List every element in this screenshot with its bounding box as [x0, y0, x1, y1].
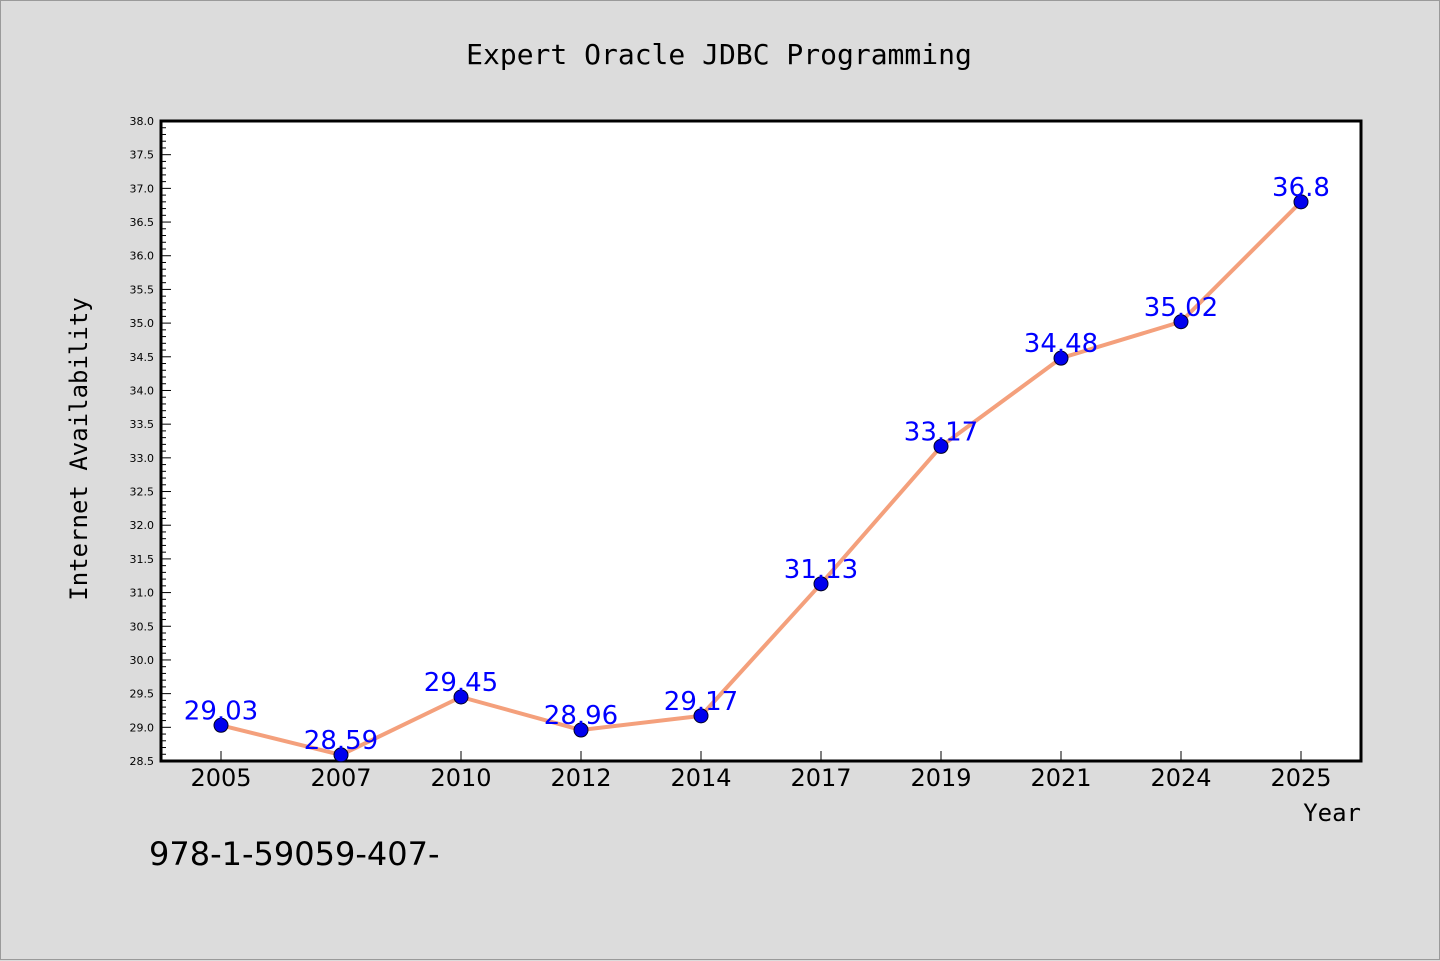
y-axis-title: Internet Availability: [65, 297, 93, 600]
y-tick-label: 32.0: [130, 519, 155, 532]
data-point: [333, 747, 349, 763]
data-point: [453, 689, 469, 705]
y-tick-label: 37.5: [130, 149, 155, 162]
data-label: 36.8: [1272, 173, 1330, 203]
data-point: [1173, 314, 1189, 330]
x-tick-label: 2012: [550, 764, 611, 792]
series-markers-group: [213, 194, 1309, 763]
y-tick-label: 35.0: [130, 317, 155, 330]
x-tick-label: 2007: [310, 764, 371, 792]
x-tick-label: 2025: [1270, 764, 1331, 792]
footnote-text: 978-1-59059-407-: [149, 835, 440, 873]
x-tick-label: 2024: [1150, 764, 1211, 792]
y-tick-label: 34.5: [130, 351, 155, 364]
y-tick-label: 29.5: [130, 688, 155, 701]
y-tick-label: 37.0: [130, 182, 155, 195]
data-label: 29.45: [424, 668, 498, 698]
x-axis: 2005 2007 2010 2012 2014 2017 2019 2021 2024 2025: [190, 751, 1332, 792]
y-tick-label: 32.5: [130, 486, 155, 499]
y-tick-label: 31.5: [130, 553, 155, 566]
data-point: [933, 438, 949, 454]
y-tick-label: 34.0: [130, 384, 155, 397]
y-tick-label: 29.0: [130, 721, 155, 734]
y-tick-label: 36.5: [130, 216, 155, 229]
data-labels-group: 29.03 28.59 29.45 28.96 29.17 31.13 33.17 34.48…: [184, 173, 1330, 756]
y-tick-label: 31.0: [130, 587, 155, 600]
data-point: [213, 717, 229, 733]
y-tick-label: 33.0: [130, 452, 155, 465]
data-point: [1053, 350, 1069, 366]
data-point: [573, 722, 589, 738]
x-tick-label: 2019: [910, 764, 971, 792]
data-label: 29.03: [184, 696, 258, 726]
plot-area: [159, 119, 1363, 763]
y-tick-label: 35.5: [130, 283, 155, 296]
data-label: 28.96: [544, 701, 618, 731]
y-tick-label: 30.0: [130, 654, 155, 667]
x-tick-label: 2010: [430, 764, 491, 792]
y-tick-label: 33.5: [130, 418, 155, 431]
data-label: 31.13: [784, 555, 858, 585]
x-tick-label: 2017: [790, 764, 851, 792]
data-label: 34.48: [1024, 329, 1098, 359]
series-line: [220, 200, 1303, 757]
data-label: 28.59: [304, 726, 378, 756]
y-tick-label: 30.5: [130, 620, 155, 633]
y-tick-label: 36.0: [130, 250, 155, 263]
x-tick-label: 2014: [670, 764, 731, 792]
y-tick-label: 28.5: [130, 755, 155, 768]
data-point: [813, 576, 829, 592]
x-tick-label: 2005: [190, 764, 251, 792]
y-axis: 28.5 29.0 29.5 30.0 30.5 31.0 31.5 32.0 32.5 33.0…: [130, 115, 171, 768]
y-tick-label: 38.0: [130, 115, 155, 128]
data-label: 33.17: [904, 417, 978, 447]
data-point: [693, 708, 709, 724]
x-tick-label: 2021: [1030, 764, 1091, 792]
series-line-group: [220, 200, 1303, 757]
data-point: [1293, 194, 1309, 210]
data-label: 35.02: [1144, 293, 1218, 323]
chart-title: Expert Oracle JDBC Programming: [466, 38, 972, 71]
data-label: 29.17: [664, 687, 738, 717]
x-axis-title: Year: [1303, 799, 1361, 827]
